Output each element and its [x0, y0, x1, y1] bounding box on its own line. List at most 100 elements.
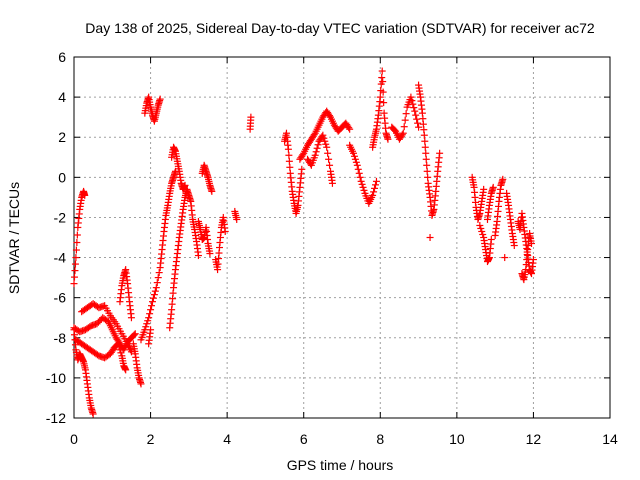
- data-point: [206, 250, 214, 258]
- data-point: [369, 191, 377, 199]
- data-point: [477, 224, 485, 232]
- data-point: [326, 112, 334, 120]
- data-point: [150, 291, 158, 299]
- plot-frame: [73, 56, 611, 419]
- data-point: [247, 113, 255, 121]
- y-tick-label: 4: [58, 89, 66, 105]
- data-point: [401, 116, 409, 124]
- data-point: [149, 294, 157, 302]
- data-point: [122, 366, 130, 374]
- data-point: [421, 137, 429, 145]
- data-point: [322, 140, 330, 148]
- data-point: [423, 167, 431, 175]
- x-axis-label: GPS time / hours: [287, 457, 394, 473]
- data-point: [420, 131, 428, 139]
- data-point: [408, 97, 416, 105]
- data-point: [351, 155, 359, 163]
- data-point: [71, 267, 79, 275]
- x-tick-label: 2: [147, 431, 155, 447]
- data-point: [152, 284, 160, 292]
- data-point: [325, 155, 333, 163]
- data-point: [194, 252, 202, 260]
- data-point: [480, 185, 488, 193]
- data-point: [284, 145, 292, 153]
- data-point: [499, 175, 507, 183]
- y-tick-label: 2: [58, 129, 66, 145]
- data-point: [208, 187, 216, 195]
- data-point: [89, 410, 97, 418]
- data-points: [70, 67, 537, 418]
- data-point: [353, 161, 361, 169]
- data-point: [426, 234, 434, 241]
- data-point: [359, 183, 367, 191]
- data-point: [370, 188, 378, 196]
- data-point: [529, 256, 537, 264]
- data-point: [148, 302, 156, 310]
- data-point: [423, 161, 431, 169]
- data-point: [501, 254, 509, 262]
- data-point: [147, 326, 155, 334]
- data-point: [400, 123, 408, 131]
- data-point: [489, 183, 497, 191]
- y-axis-label: SDTVAR / TECUs: [6, 182, 22, 294]
- y-tick-label: -12: [46, 410, 66, 426]
- data-point: [148, 298, 156, 306]
- data-point: [144, 317, 152, 325]
- data-point: [358, 180, 366, 188]
- data-point: [378, 74, 386, 82]
- x-tick-labels: 0 2 4 6 8 10 12 14: [70, 431, 618, 447]
- data-point: [145, 314, 153, 322]
- x-tick-label: 14: [602, 431, 618, 447]
- x-tick-label: 6: [300, 431, 308, 447]
- data-point: [372, 177, 380, 185]
- data-point: [319, 131, 327, 139]
- data-point: [424, 173, 432, 181]
- data-point: [130, 331, 138, 339]
- chart-title: Day 138 of 2025, Sidereal Day-to-day VTE…: [85, 20, 595, 36]
- data-point: [116, 346, 124, 354]
- data-point: [285, 151, 293, 159]
- grid: [74, 57, 610, 418]
- data-point: [324, 149, 332, 157]
- data-point: [326, 161, 334, 169]
- data-point: [510, 242, 518, 250]
- data-point: [376, 93, 384, 101]
- data-point: [422, 155, 430, 163]
- y-tick-label: -6: [54, 290, 67, 306]
- data-point: [360, 186, 368, 194]
- data-point: [399, 129, 407, 137]
- x-tick-label: 8: [376, 431, 384, 447]
- data-point: [407, 93, 415, 101]
- data-point: [127, 314, 135, 322]
- data-point: [70, 273, 78, 281]
- data-point: [379, 88, 387, 96]
- data-point: [312, 148, 320, 156]
- data-point: [299, 151, 307, 159]
- data-point: [321, 137, 329, 145]
- data-point: [398, 131, 406, 139]
- data-point: [357, 177, 365, 185]
- x-tick-label: 4: [223, 431, 231, 447]
- data-point: [478, 227, 486, 235]
- data-point: [311, 151, 319, 159]
- data-point: [414, 119, 422, 127]
- data-point: [415, 123, 423, 131]
- data-point: [350, 152, 358, 160]
- y-tick-label: -10: [46, 370, 66, 386]
- data-point: [285, 157, 293, 165]
- data-point: [156, 95, 164, 103]
- data-point: [487, 236, 495, 244]
- data-point: [154, 274, 162, 282]
- data-point: [354, 165, 362, 173]
- y-tick-labels: -12 -10 -8 -6 -4 -2 0 2 4 6: [46, 49, 66, 426]
- data-point: [71, 260, 79, 268]
- data-point: [153, 279, 161, 287]
- data-point: [143, 320, 151, 328]
- data-point: [422, 149, 430, 157]
- data-point: [421, 143, 429, 151]
- data-point: [328, 179, 336, 187]
- data-point: [320, 134, 328, 142]
- data-point: [378, 67, 386, 75]
